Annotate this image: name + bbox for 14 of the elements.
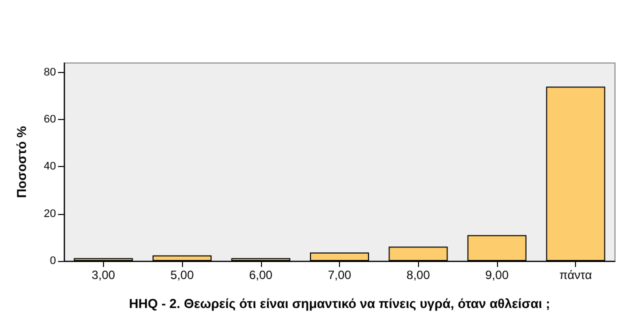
x-tick-label: 8,00	[406, 268, 430, 282]
y-tick-label: 20	[44, 208, 56, 220]
x-tick-label: 5,00	[170, 268, 194, 282]
y-tick-label: 40	[44, 160, 56, 173]
x-tick-label: 9,00	[485, 268, 509, 282]
x-tick-label: 7,00	[328, 268, 352, 282]
x-tick-label: 6,00	[249, 268, 273, 282]
y-tick-label: 80	[44, 66, 56, 78]
y-tick-label: 0	[50, 255, 56, 267]
y-axis-title: Ποσοστό %	[14, 126, 29, 198]
x-tick-label: πάντα	[559, 268, 592, 282]
x-axis-title: HHQ - 2. Θεωρείς ότι είναι σημαντικό να πίνεις υγρά, όταν αθλείσαι ;	[128, 296, 550, 311]
y-tick-label: 60	[44, 114, 56, 126]
x-tick-label: 3,00	[92, 268, 116, 282]
